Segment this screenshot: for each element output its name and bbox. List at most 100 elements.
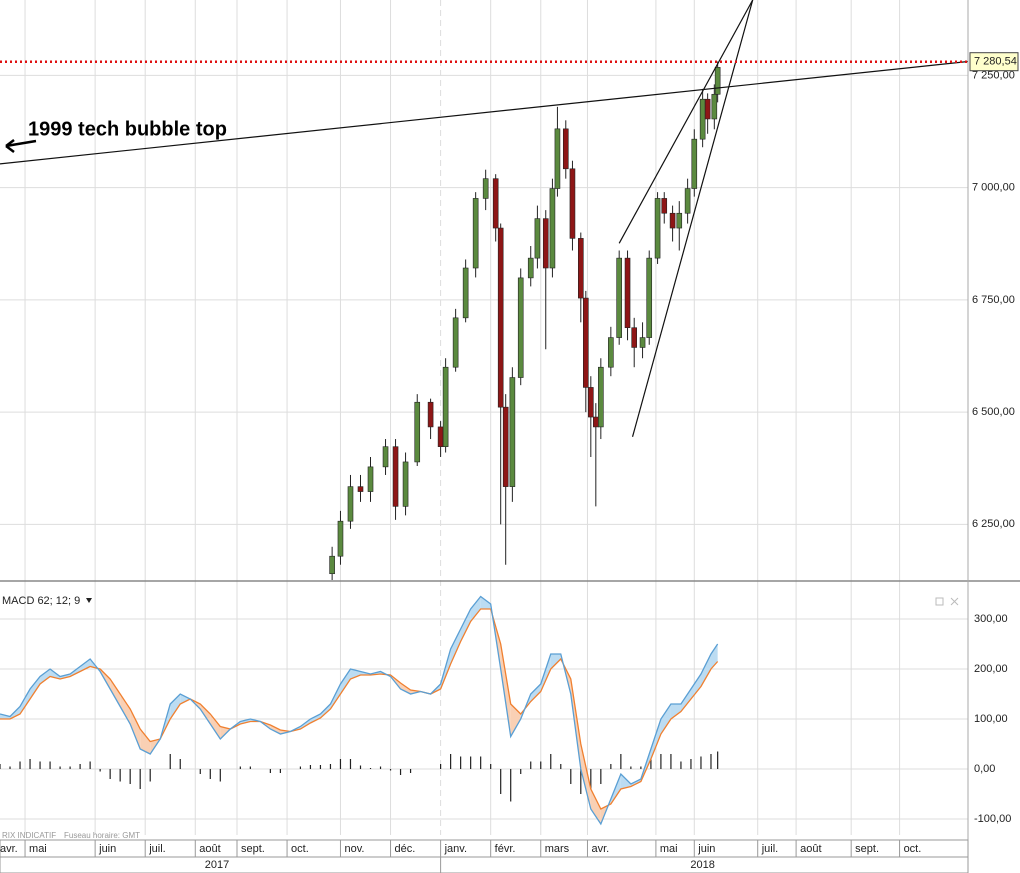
trendline (0, 60, 969, 165)
footer-timezone: Fuseau horaire: GMT (64, 831, 140, 840)
x-tick-label: janv. (444, 843, 467, 855)
candle-body (691, 138, 698, 189)
macd-fill (450, 629, 461, 664)
x-tick-label: avr. (591, 843, 609, 855)
candle-body (472, 198, 479, 269)
candle-body (598, 366, 604, 428)
candle-body (608, 337, 614, 368)
candle-body (569, 168, 576, 239)
macd-title[interactable]: MACD 62; 12; 9 (2, 595, 80, 607)
candle-body (549, 188, 556, 269)
macd-fill (310, 714, 321, 723)
candle-body (382, 446, 389, 468)
candle-body (616, 257, 622, 338)
x-tick-label: déc. (395, 843, 416, 855)
candle-body (497, 227, 504, 408)
candle-body (427, 401, 434, 428)
candle-body (593, 416, 599, 428)
menu-icon[interactable] (86, 598, 92, 603)
candle-body (517, 277, 524, 378)
candle-body (357, 486, 364, 492)
candle-body (542, 218, 549, 269)
candle-body (631, 327, 638, 348)
candle-body (527, 257, 534, 279)
x-tick-label: août (800, 843, 821, 855)
annotation-arrow (5, 139, 37, 153)
y-tick-label: 6 250,00 (972, 518, 1015, 530)
macd-fill (320, 704, 331, 718)
macd-fill (590, 789, 601, 824)
candle-body (669, 212, 676, 229)
x-tick-label: avr. (0, 843, 18, 855)
candle-body (437, 426, 444, 447)
macd-fill (200, 704, 211, 724)
panel-button[interactable] (935, 597, 944, 606)
candle-body (509, 377, 516, 487)
macd-fill (460, 609, 471, 642)
candle-body (502, 406, 509, 487)
macd-fill (500, 644, 511, 737)
candle-body (714, 67, 721, 95)
macd-fill (20, 689, 31, 714)
candle-body (699, 98, 706, 140)
overlay: 6 250,00 6 500,00 6 750,00 7 000,00 7 250,00… (0, 52, 1019, 873)
macd-fill (40, 669, 51, 684)
candle-body (577, 238, 584, 299)
candle-body (676, 212, 683, 229)
marks (0, 0, 969, 826)
macd-fill (30, 676, 41, 699)
y-tick-label: 300,00 (974, 613, 1008, 625)
last-price-box (969, 52, 1019, 72)
macd-fill (120, 694, 131, 724)
candle-body (711, 93, 718, 120)
y-tick-label: 7 250,00 (972, 69, 1015, 81)
macd-fill (650, 719, 661, 759)
macd-fill (480, 596, 491, 609)
trendline (618, 0, 754, 244)
candle-body (452, 317, 459, 368)
grid (0, 0, 968, 835)
candle-body (337, 520, 344, 557)
x-tick-label: mai (29, 843, 47, 855)
x-tick-label: nov. (344, 843, 364, 855)
candle-body (639, 337, 646, 348)
y-tick-label: 7 000,00 (972, 182, 1015, 194)
macd-fill (400, 683, 411, 694)
macd-fill (690, 674, 701, 699)
x-tick-label: sept. (241, 843, 265, 855)
x-tick-label: févr. (495, 843, 516, 855)
candle-body (347, 486, 354, 522)
candle-body (704, 98, 711, 120)
candle-body (583, 297, 589, 388)
x-tick-label: août (199, 843, 220, 855)
signal-line (0, 608, 719, 810)
x-tick-label: oct. (904, 843, 922, 855)
annotation: 1999 tech bubble top (28, 118, 227, 140)
macd-fill (530, 684, 541, 702)
y-tick-label: 100,00 (974, 713, 1008, 725)
macd-fill (170, 694, 181, 719)
y-tick-label: -100,00 (974, 813, 1011, 825)
x-tick-label: mars (545, 843, 570, 855)
macd-fill (210, 714, 221, 739)
macd-fill (110, 679, 121, 707)
y-tick-label: 6 750,00 (972, 294, 1015, 306)
x-tick-label: juin (697, 843, 715, 855)
candle-body (646, 257, 653, 338)
macd-fill (660, 704, 671, 734)
candle-body (661, 198, 668, 214)
macd-fill (270, 725, 281, 734)
macd-fill (550, 654, 561, 669)
macd-fill (180, 694, 191, 704)
candle-body (654, 198, 661, 259)
candle-body (462, 267, 469, 319)
macd-line (0, 595, 719, 826)
x-tick-label: juil. (761, 843, 779, 855)
candle-body (392, 446, 399, 507)
panel-close[interactable] (950, 597, 959, 606)
candle-body (554, 128, 561, 189)
macd-fill (80, 659, 91, 672)
y-tick-label: 200,00 (974, 663, 1008, 675)
candle-body (684, 188, 691, 214)
x-tick-label: juin (98, 843, 116, 855)
